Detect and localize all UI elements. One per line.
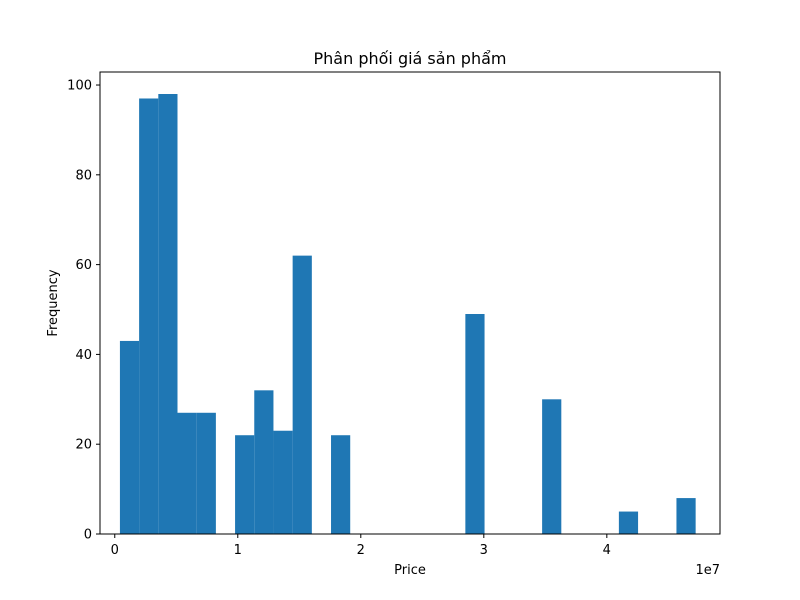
histogram-bar [292, 255, 312, 534]
histogram-bar [465, 314, 485, 534]
x-tick-label: 4 [603, 543, 611, 558]
bars-group [119, 94, 696, 534]
histogram-bar [139, 98, 159, 534]
x-tick-label: 3 [480, 543, 488, 558]
histogram-bar [542, 399, 562, 534]
x-tick-label: 0 [111, 543, 119, 558]
y-tick-label: 60 [75, 258, 92, 273]
y-axis-label: Frequency [46, 269, 61, 336]
plot-frame [99, 71, 721, 535]
x-axis-scale-label: 1e7 [695, 563, 720, 578]
x-tick-label: 1 [234, 543, 242, 558]
y-tick-label: 40 [75, 348, 92, 363]
y-tick-label: 0 [84, 528, 92, 543]
chart-title: Phân phối giá sản phẩm [314, 49, 507, 68]
histogram-bar [119, 340, 140, 534]
y-axis: 0 20 40 60 80 100 [67, 79, 100, 543]
histogram-bar [196, 412, 216, 534]
y-tick-label: 20 [75, 438, 92, 453]
x-tick-label: 2 [357, 543, 365, 558]
histogram-bar [331, 435, 351, 534]
histogram-bar [177, 412, 197, 534]
x-axis: 0 1 2 3 4 [111, 534, 611, 558]
histogram-bar [254, 390, 274, 534]
x-axis-label: Price [394, 563, 426, 578]
y-tick-label: 80 [75, 168, 92, 183]
histogram-bar [273, 430, 293, 534]
histogram-bar [158, 94, 178, 534]
histogram-bar [676, 498, 696, 534]
histogram-bar [235, 435, 255, 534]
y-tick-label: 100 [67, 79, 92, 94]
histogram-bar [618, 511, 639, 534]
